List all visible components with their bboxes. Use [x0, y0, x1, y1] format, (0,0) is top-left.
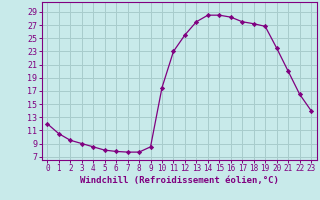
X-axis label: Windchill (Refroidissement éolien,°C): Windchill (Refroidissement éolien,°C)	[80, 176, 279, 185]
